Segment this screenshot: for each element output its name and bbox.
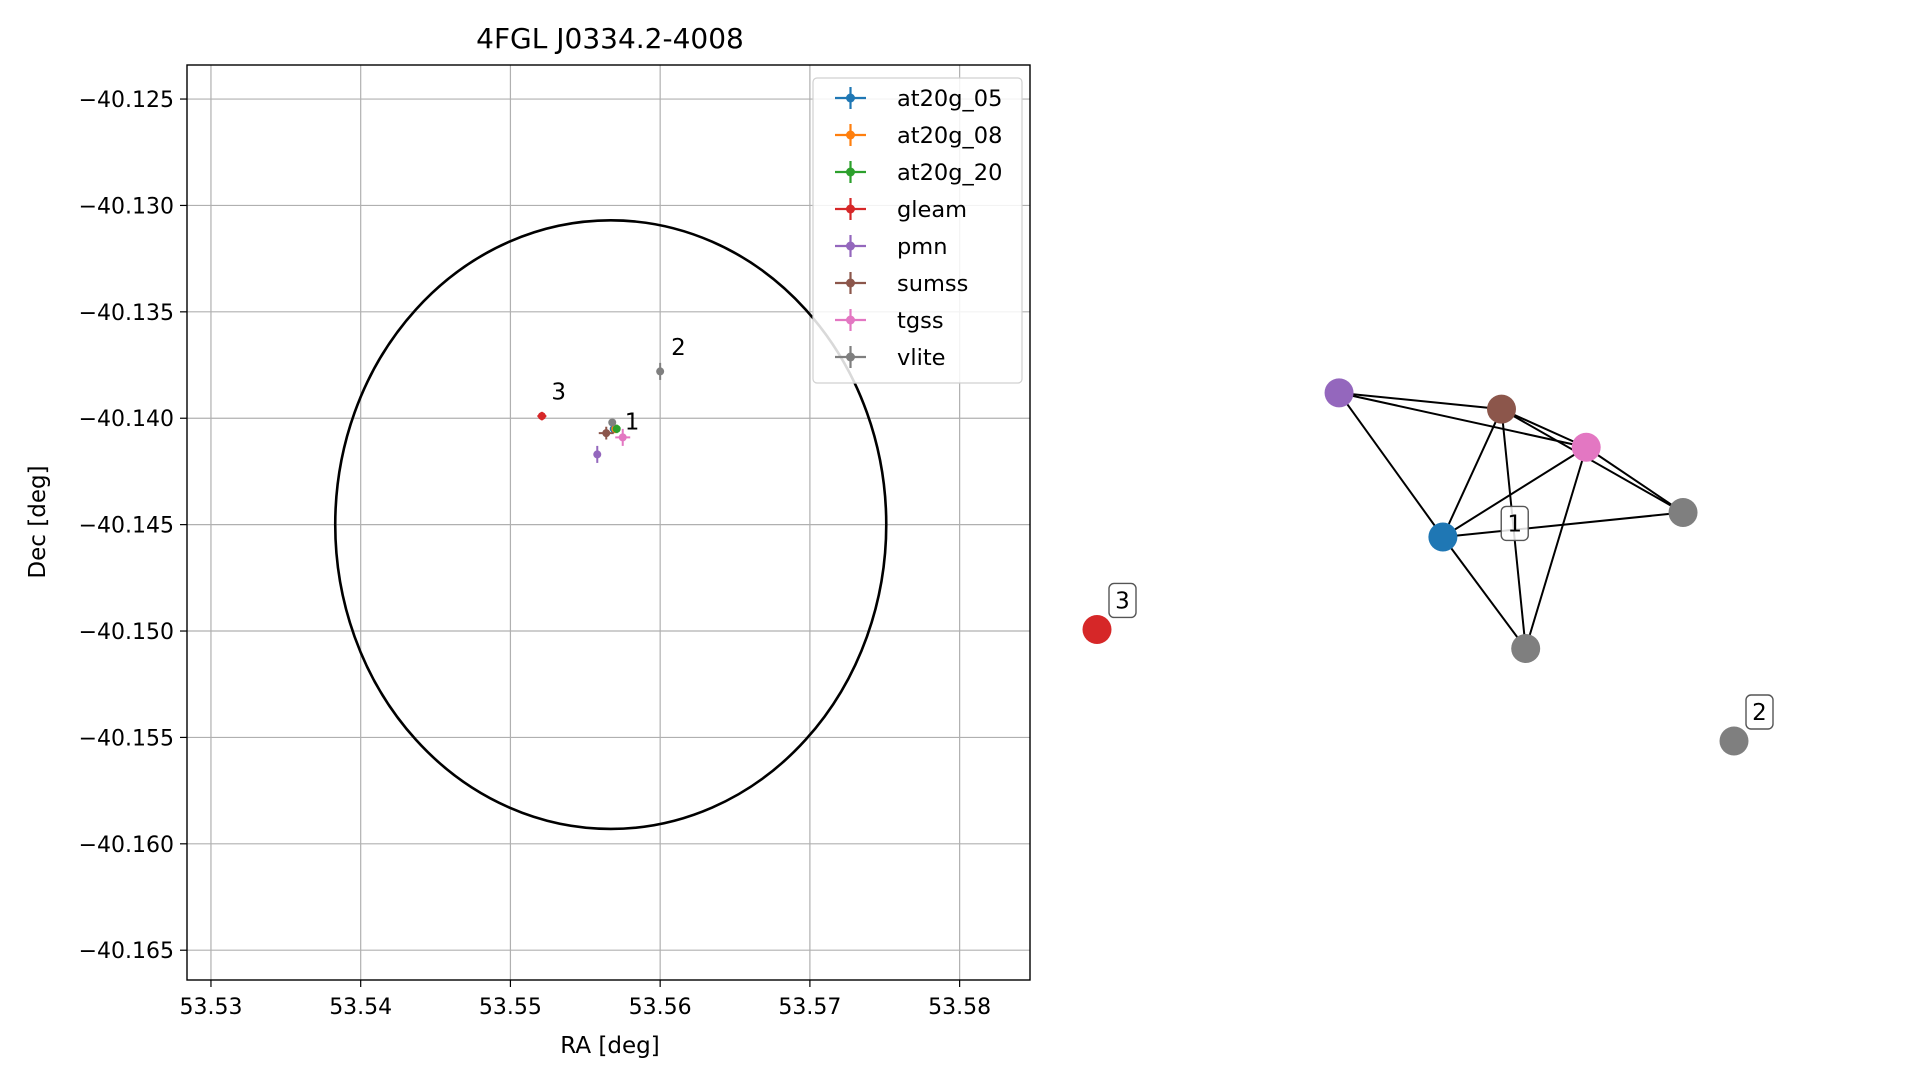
y-axis-label: Dec [deg] [25,465,51,578]
y-tick-label: −40.150 [79,620,174,645]
legend-marker [846,278,855,288]
node-label: 2 [1752,700,1767,726]
x-axis-label: RA [deg] [560,1033,659,1059]
x-tick-label: 53.56 [629,995,692,1020]
network-node-sumss [1486,394,1516,424]
marker [537,412,546,421]
legend-label: at20g_20 [897,160,1002,186]
x-axis-ticks: 53.53 53.54 53.55 53.56 53.57 53.58 [179,980,991,1020]
network-node-at20g [1428,522,1458,552]
x-tick-label: 53.58 [928,995,991,1020]
point-annotation: 2 [671,335,686,361]
y-tick-label: −40.135 [79,301,174,326]
legend-entry-tgss: tgss [835,308,944,334]
y-axis-ticks: −40.125 −40.130 −40.135 −40.140 −40.145 −40.1… [79,88,187,964]
data-point-gleam [537,411,547,421]
legend-entry-at20g_05: at20g_05 [835,86,1002,112]
network-node-vlite-1 [1511,634,1541,664]
legend-label: at20g_08 [897,123,1002,149]
legend-marker [846,93,855,103]
data-point-at20g_20 [612,424,621,434]
data-point-sumss [598,426,614,440]
marker [656,367,665,376]
marker [608,418,617,427]
data-point-tgss [615,428,631,446]
node-label: 3 [1115,588,1130,614]
network-edge [1441,408,1503,538]
cluster-label: 1 [1500,505,1529,542]
x-tick-label: 53.55 [479,995,542,1020]
y-tick-label: −40.145 [79,514,174,539]
marker [602,429,611,438]
network-edge [1338,391,1587,449]
legend-label: at20g_05 [897,86,1002,112]
network-edge [1338,392,1444,538]
legend-label: tgss [897,308,944,334]
legend-marker [846,130,855,140]
network-edges [1338,391,1684,650]
y-tick-label: −40.160 [79,833,174,858]
network-node-vlite-1b [1668,498,1698,528]
plot-frame [186,64,1031,981]
legend-marker [846,352,855,362]
network-nodes: 32 [1082,378,1774,756]
legend-label: pmn [897,234,947,260]
y-tick-label: −40.125 [79,88,174,113]
legend-label: gleam [897,197,967,223]
network-edge [1442,536,1527,650]
legend-marker [846,204,855,214]
y-tick-label: −40.140 [79,407,174,432]
node-label-box [1745,694,1774,730]
node-label-box [1108,582,1137,619]
point-annotation: 3 [551,379,566,405]
marker [618,433,627,442]
error-ellipse [333,219,888,831]
chart-title: 4FGL J0334.2-4008 [476,22,744,55]
legend-entry-at20g_08: at20g_08 [835,123,1002,149]
legend-marker [846,315,855,325]
point-annotation: 1 [625,409,640,435]
legend-box [812,77,1023,384]
legend-entry-pmn: pmn [835,234,947,260]
network-node-tgss [1571,432,1601,462]
network-node-gleam [1082,614,1112,644]
network-edge [1524,446,1588,649]
data-point-pmn [593,445,602,463]
network-edge [1585,446,1684,514]
y-tick-label: −40.155 [79,726,174,751]
network-edge [1338,391,1502,411]
legend-marker [846,167,855,177]
legend-entry-at20g_20: at20g_20 [835,160,1002,186]
network-node-pmn [1324,378,1354,408]
legend-label: vlite [897,345,945,371]
network-node-vlite-2 [1719,726,1749,756]
legend-label: sumss [897,271,968,297]
network-edge [1442,446,1587,538]
cluster-label-box [1500,505,1529,542]
cluster-label-text: 1 [1507,511,1522,537]
data-point-vlite [656,362,665,380]
marker [593,450,602,459]
x-tick-label: 53.54 [329,995,392,1020]
legend-marker [846,241,855,251]
marker [612,424,621,433]
scatter-plot: 1 2 3 53.53 53.54 53.55 53.56 53.57 53.58 −40.1… [25,64,1031,1059]
x-tick-label: 53.57 [778,995,841,1020]
x-tick-label: 53.53 [179,995,242,1020]
legend-entry-gleam: gleam [835,197,967,223]
data-point-vlite [608,418,617,427]
legend-entry-vlite: vlite [835,345,945,371]
y-tick-label: −40.130 [79,194,174,219]
network-edge [1501,408,1587,449]
network-graph: 321 [1082,378,1774,756]
legend-entry-sumss: sumss [835,271,968,297]
y-tick-label: −40.165 [79,939,174,964]
network-edge [1501,408,1684,514]
